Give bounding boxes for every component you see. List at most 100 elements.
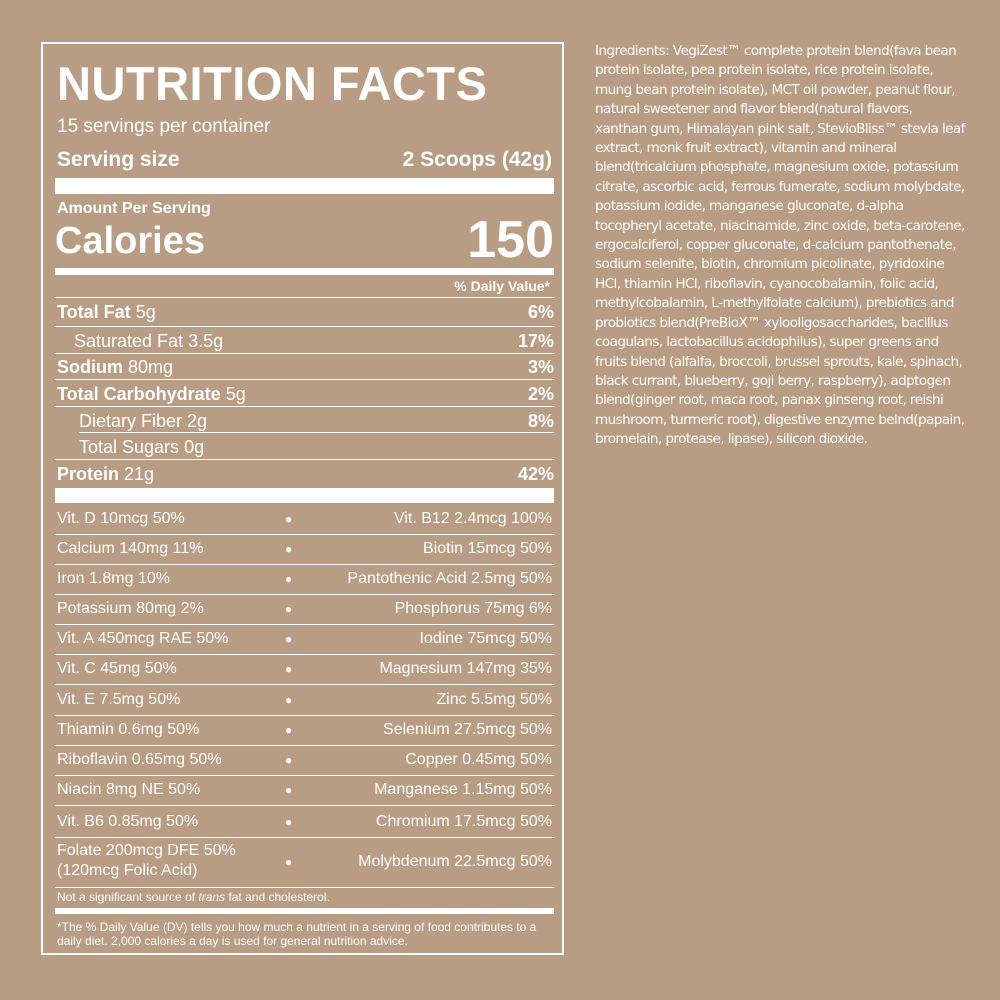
- divider: [55, 594, 554, 595]
- vitamin-row: Iron 1.8mg 10% ● Pantothenic Acid 2.5mg …: [55, 567, 554, 593]
- nutrient-row-sodium: Sodium 80mg 3%: [55, 354, 554, 380]
- vitamin-row: Calcium 140mg 11% ● Biotin 15mcg 50%: [55, 537, 554, 563]
- nutrient-amount: 5g: [225, 384, 246, 404]
- vitamin-row: Vit. E 7.5mg 50% ● Zinc 5.5mg 50%: [55, 688, 554, 714]
- vitamin-left: Iron 1.8mg 10%: [57, 570, 170, 587]
- vitamin-row: Vit. A 450mcg RAE 50% ● Iodine 75mcg 50%: [55, 627, 554, 653]
- servings-per-container: 15 servings per container: [57, 116, 271, 137]
- divider: [55, 745, 554, 746]
- vitamin-left: Calcium 140mg 11%: [57, 540, 204, 557]
- vitamin-row: Potassium 80mg 2% ● Phosphorus 75mg 6%: [55, 597, 554, 623]
- medium-divider: [55, 268, 554, 275]
- nutrient-name: Total Carbohydrate: [57, 384, 221, 404]
- vitamin-left: Vit. C 45mg 50%: [57, 660, 177, 677]
- divider: [55, 379, 554, 380]
- divider: [55, 887, 554, 888]
- thick-divider: [55, 178, 554, 194]
- divider: [55, 805, 554, 806]
- divider: [55, 534, 554, 535]
- nutrient-name: Total Sugars: [79, 437, 180, 457]
- calories-value: 150: [467, 211, 554, 269]
- divider: [55, 837, 554, 838]
- bullet-icon: ●: [285, 662, 293, 676]
- vitamin-right: Vit. B12 2.4mcg 100%: [393, 510, 552, 527]
- vitamin-right: Phosphorus 75mg 6%: [394, 600, 552, 617]
- vitamin-left: Thiamin 0.6mg 50%: [57, 721, 200, 738]
- vitamin-left: Potassium 80mg 2%: [57, 600, 204, 617]
- nutrient-dv: 6%: [527, 302, 554, 322]
- bullet-icon: ●: [285, 512, 293, 526]
- vitamin-row: Niacin 8mg NE 50% ● Manganese 1.15mg 50%: [55, 778, 554, 804]
- nutrient-dv: 2%: [527, 384, 554, 404]
- divider: [79, 432, 554, 433]
- divider: [55, 297, 554, 298]
- bullet-icon: ●: [285, 753, 293, 767]
- daily-value-header: % Daily Value*: [454, 278, 550, 294]
- nutrient-amount: 2g: [187, 411, 208, 431]
- divider: [55, 459, 554, 460]
- vitamin-left: Vit. E 7.5mg 50%: [57, 691, 181, 708]
- bullet-icon: ●: [285, 815, 293, 829]
- bullet-icon: ●: [285, 855, 293, 869]
- nutrient-row-total-sugars: Total Sugars 0g: [55, 434, 554, 460]
- nutrient-row-total-fat: Total Fat 5g 6%: [55, 299, 554, 325]
- vitamin-left: Vit. A 450mcg RAE 50%: [57, 630, 229, 647]
- nutrient-name: Sodium: [57, 357, 123, 377]
- serving-size-value: 2 Scoops (42g): [402, 148, 552, 171]
- bullet-icon: ●: [285, 542, 293, 556]
- thick-divider: [55, 488, 554, 503]
- thick-divider: [55, 908, 554, 914]
- nutrient-name: Saturated Fat: [74, 331, 184, 351]
- nutrient-amount: 0g: [184, 437, 205, 457]
- vitamin-right: Chromium 17.5mcg 50%: [375, 813, 552, 830]
- ingredients-text: Ingredients: VegiZest™ complete protein …: [595, 43, 965, 448]
- vitamin-left: Folate 200mcg DFE 50%: [57, 842, 236, 859]
- not-significant-note: Not a significant source of trans fat an…: [57, 890, 330, 904]
- nutrient-dv: 42%: [517, 464, 554, 484]
- vitamin-right: Molybdenum 22.5mcg 50%: [358, 853, 552, 870]
- vitamin-row: Riboflavin 0.65mg 50% ● Copper 0.45mg 50…: [55, 748, 554, 774]
- vitamin-right: Iodine 75mcg 50%: [419, 630, 552, 647]
- vitamin-right: Selenium 27.5mcg 50%: [383, 721, 552, 738]
- bullet-icon: ●: [285, 572, 293, 586]
- divider: [55, 564, 554, 565]
- nutrient-name: Protein: [57, 464, 120, 484]
- bullet-icon: ●: [285, 693, 293, 707]
- nutrient-dv: 3%: [527, 357, 554, 377]
- vitamin-row: Thiamin 0.6mg 50% ● Selenium 27.5mcg 50%: [55, 718, 554, 744]
- folate-subline: (120mcg Folic Acid): [57, 862, 198, 879]
- divider: [55, 353, 554, 354]
- vitamin-right: Biotin 15mcg 50%: [423, 540, 552, 557]
- vitamin-row: Vit. D 10mcg 50% ● Vit. B12 2.4mcg 100%: [55, 507, 554, 533]
- divider: [55, 715, 554, 716]
- vitamin-left: Vit. B6 0.85mg 50%: [57, 813, 199, 830]
- vitamin-left: Vit. D 10mcg 50%: [57, 510, 185, 527]
- vitamin-row: Vit. C 45mg 50% ● Magnesium 147mg 35%: [55, 657, 554, 683]
- nutrient-name: Dietary Fiber: [79, 411, 183, 431]
- divider: [55, 684, 554, 685]
- nutrient-row-total-carbohydrate: Total Carbohydrate 5g 2%: [55, 381, 554, 407]
- nutrient-dv: 8%: [527, 411, 554, 431]
- vitamin-left: Niacin 8mg NE 50%: [57, 781, 201, 798]
- nutrient-name: Total Fat: [57, 302, 131, 322]
- divider: [55, 326, 554, 327]
- divider: [55, 406, 554, 407]
- vitamin-left: Riboflavin 0.65mg 50%: [57, 751, 222, 768]
- nutrient-dv: 17%: [517, 331, 554, 351]
- divider: [55, 654, 554, 655]
- nutrient-amount: 3.5g: [188, 331, 224, 351]
- divider: [55, 775, 554, 776]
- nutrient-row-protein: Protein 21g 42%: [55, 461, 554, 487]
- nutrition-facts-panel: NUTRITION FACTS 15 servings per containe…: [41, 42, 564, 955]
- nutrient-amount: 5g: [135, 302, 156, 322]
- vitamin-row-folate: Folate 200mcg DFE 50% (120mcg Folic Acid…: [55, 840, 554, 886]
- vitamin-right: Copper 0.45mg 50%: [405, 751, 552, 768]
- vitamin-right: Zinc 5.5mg 50%: [436, 691, 552, 708]
- serving-size-label: Serving size: [57, 148, 180, 171]
- bullet-icon: ●: [285, 723, 293, 737]
- vitamin-right: Pantothenic Acid 2.5mg 50%: [347, 570, 552, 587]
- nutrient-amount: 80mg: [128, 357, 174, 377]
- nutrient-amount: 21g: [124, 464, 155, 484]
- footnote: *The % Daily Value (DV) tells you how mu…: [57, 920, 537, 948]
- vitamin-right: Manganese 1.15mg 50%: [374, 781, 552, 798]
